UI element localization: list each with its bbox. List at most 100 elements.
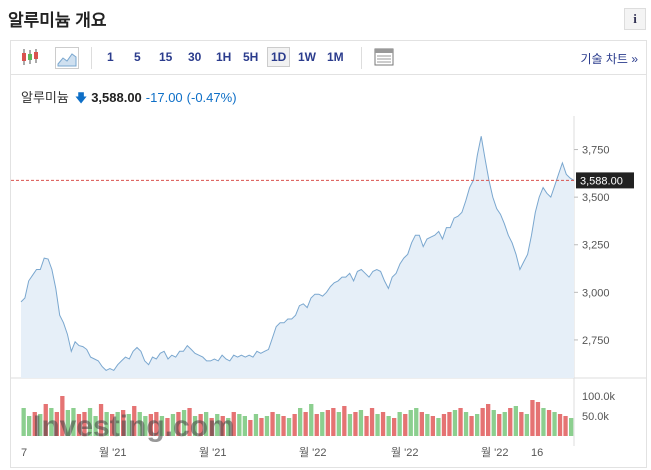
volume-bar [98,404,104,436]
volume-bar [436,418,441,436]
volume-bar [403,414,408,436]
volume-bar [38,414,43,436]
info-icon[interactable]: i [624,8,646,30]
volume-bar [386,416,391,436]
timeframe-1h[interactable]: 1H [216,50,232,64]
volume-bar [519,412,524,436]
volume-bar [181,410,187,436]
volume-bar [408,410,413,436]
x-tick-label: 월 '22 [299,446,327,459]
volume-bar [569,418,574,436]
timeframe-1m[interactable]: 1M [327,50,344,64]
volume-bar [375,414,380,436]
x-tick-label: 7 [21,447,27,459]
page-title: 알루미늄 개요 [8,11,107,30]
quote-header: 알루미늄 🡇 3,588.00 -17.00 (-0.47%) [21,87,237,110]
volume-bar [71,408,76,436]
volume-bar [491,410,496,436]
volume-bar [303,412,308,436]
tech-chart-label: 기술 차트 [580,52,628,66]
volume-bar [165,418,170,436]
volume-bar [347,414,353,436]
volume-bar [121,410,126,436]
volume-bar [458,408,463,436]
timeframe-5h[interactable]: 5H [243,50,259,64]
candlestick-icon[interactable] [19,47,41,67]
volume-bar [132,406,137,436]
down-arrow-icon: 🡇 [74,91,88,105]
volume-bar [331,408,336,436]
price-area [21,136,574,378]
volume-bar [93,416,98,436]
volume-bar [535,402,541,436]
volume-bar [54,412,59,436]
x-tick-label: 월 '21 [199,446,227,459]
volume-bar [452,410,458,436]
volume-bar [159,416,165,436]
table-view-icon[interactable] [373,47,395,67]
volume-bar [546,410,552,436]
volume-bar [286,418,292,436]
volume-bar [524,414,529,436]
area-chart-icon[interactable] [55,47,79,69]
volume-bar [154,412,159,436]
volume-bar [176,412,181,436]
volume-bar [242,416,247,436]
volume-bar [552,412,557,436]
volume-bar [469,416,474,436]
volume-bar [364,416,369,436]
volume-bar [275,414,281,436]
timeframe-1d[interactable]: 1D [267,47,291,67]
price-chart[interactable]: 3,750 3,500 3,250 3,000 2,750 3,588.00 100.0k 5… [11,116,646,466]
volume-bar [447,412,452,436]
volume-bar [497,414,502,436]
volume-bar [463,412,469,436]
volume-bar [392,418,397,436]
volume-bar [115,412,120,436]
toolbar-separator [361,47,362,69]
volume-bar [563,416,568,436]
timeframe-5[interactable]: 5 [134,50,141,64]
tech-chart-link[interactable]: 기술 차트 » [580,50,638,67]
current-price-box [576,172,634,189]
volume-bar [486,404,491,436]
chevron-right-icon: » [631,52,638,66]
chart-toolbar: 1 5 15 30 1H 5H 1D 1W 1M 기술 차트 » [11,41,646,75]
current-price-label: 3,588.00 [580,175,623,187]
timeframe-1[interactable]: 1 [107,50,114,64]
volume-bar [425,414,430,436]
volume-bar [110,414,115,436]
volume-bar [220,416,225,436]
y-tick-label: 2,750 [582,335,610,347]
volume-bar [369,408,375,436]
volume-bar [264,416,270,436]
volume-bar [237,414,242,436]
chart-panel: 1 5 15 30 1H 5H 1D 1W 1M 기술 차트 » 알루미늄 🡇 3,… [10,40,647,468]
volume-bar [215,414,220,436]
volume-bar [325,410,330,436]
timeframe-30[interactable]: 30 [188,50,202,64]
timeframe-15[interactable]: 15 [159,50,173,64]
investing-watermark: Investing.com [33,410,235,443]
volume-bar [480,408,485,436]
volume-bar [259,418,264,436]
volume-bar [49,408,54,436]
timeframe-1w[interactable]: 1W [298,50,316,64]
volume-bar [198,414,203,436]
volume-bar [137,412,142,436]
last-price: 3,588.00 [91,90,142,105]
volume-bar [502,412,507,436]
volume-bar [143,416,148,436]
volume-bar [314,414,319,436]
volume-bar [309,404,314,436]
volume-bar [248,420,253,436]
volume-bar [419,412,424,436]
volume-tick-label: 50.0k [582,411,609,423]
volume-bar [475,414,480,436]
volume-bar [192,416,198,436]
volume-bar [270,412,275,436]
volume-bar [126,414,131,436]
y-tick-label: 3,000 [582,287,610,299]
volume-bar [358,410,364,436]
volume-bar [253,414,259,436]
